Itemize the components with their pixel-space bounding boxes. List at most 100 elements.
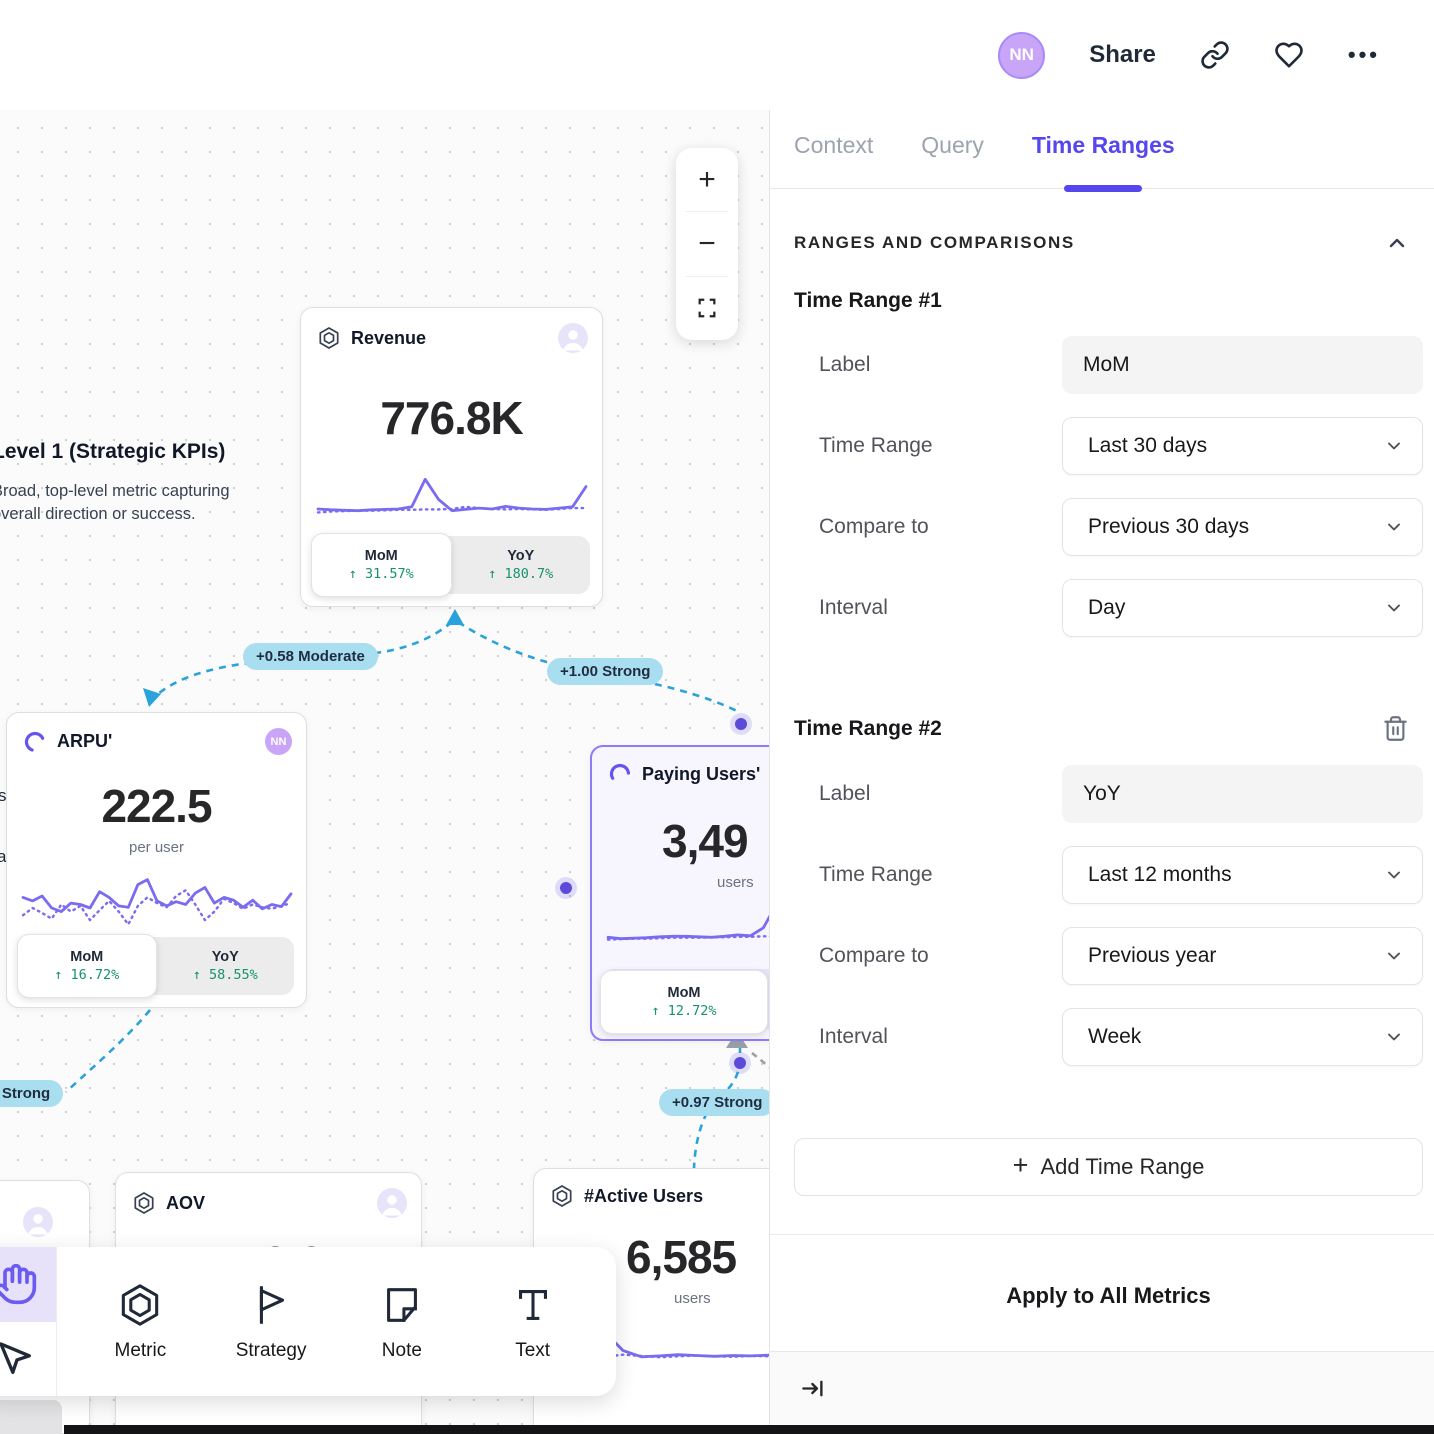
owner-avatar-nn: NN (265, 728, 292, 755)
field-label: Interval (819, 1025, 888, 1048)
time-range-toggle-yoy[interactable]: YoY ↑ 180.7% (488, 548, 554, 582)
tab-query[interactable]: Query (921, 132, 984, 158)
sparkline-chart (316, 477, 587, 514)
select-tool-button[interactable] (0, 1322, 56, 1397)
time-range-select[interactable]: Last 30 days (1062, 417, 1423, 475)
card-title: Paying Users' (642, 763, 761, 784)
settings-panel: Context Query Time Ranges RANGES AND COM… (769, 110, 1434, 1434)
collapse-panel-icon[interactable] (800, 1375, 827, 1402)
apply-to-all-metrics-button[interactable]: Apply to All Metrics (1006, 1283, 1211, 1308)
field-label: Time Range (819, 434, 933, 457)
chevron-down-icon (1388, 523, 1400, 531)
link-icon[interactable] (1200, 40, 1230, 70)
chevron-down-icon (1388, 442, 1400, 450)
field-label: Compare to (819, 515, 929, 538)
level-line1: Broad, top-level metric capturing (0, 482, 230, 500)
level-annotation: Level 1 (Strategic KPIs) Broad, top-leve… (0, 440, 262, 527)
connection-handle[interactable] (729, 1052, 751, 1074)
hand-icon (0, 1264, 37, 1305)
zoom-controls: + − (676, 148, 738, 340)
zoom-in-button[interactable]: + (698, 162, 716, 196)
correlation-badge[interactable]: +1.00 Strong (547, 658, 664, 685)
window-edge-strip (64, 1425, 1434, 1434)
metric-hexagon-icon (134, 1192, 154, 1214)
field-label: Compare to (819, 944, 929, 967)
compare-to-select[interactable]: Previous 30 days (1062, 498, 1423, 556)
loading-spinner-icon (24, 731, 46, 752)
delta-value: ↑ 180.7% (488, 566, 554, 582)
app-header: NN Share ••• (0, 0, 1434, 110)
correlation-badge[interactable]: +0.97 Strong (659, 1089, 769, 1116)
favorite-heart-icon[interactable] (1274, 40, 1304, 70)
share-button[interactable]: Share (1089, 41, 1156, 68)
metric-unit: users (674, 1290, 711, 1307)
arrowhead-into-revenue (446, 609, 464, 625)
hand-tool-button[interactable] (0, 1247, 56, 1322)
fit-view-button[interactable] (676, 277, 738, 340)
compare-to-select[interactable]: Previous year (1062, 927, 1423, 985)
clipped-text-fragment: a (0, 847, 7, 866)
metric-value: 222.5 (101, 780, 212, 832)
clipped-text-fragment: s (0, 786, 7, 805)
collapse-section-icon[interactable] (1385, 231, 1409, 255)
zoom-out-button[interactable]: − (698, 226, 716, 260)
arrowhead-into-arpu (143, 688, 161, 707)
connection-handle[interactable] (730, 713, 752, 735)
edge-left-arpu (65, 1009, 151, 1093)
delta-value: ↑ 12.72% (651, 1003, 717, 1019)
metric-card-revenue[interactable]: Revenue 776.8K MoM ↑ 31.57% YoY ↑ 180.7% (300, 307, 603, 607)
metric-unit: per user (128, 839, 185, 856)
level-line2: overall direction or success. (0, 505, 196, 524)
correlation-badge[interactable]: 66 Strong (0, 1080, 64, 1107)
more-options-icon[interactable]: ••• (1347, 42, 1380, 67)
tab-time-ranges[interactable]: Time Ranges (1032, 132, 1175, 188)
metric-tree-canvas[interactable]: Level 1 (Strategic KPIs) Broad, top-leve… (0, 110, 769, 1434)
delta-value: ↑ 16.72% (54, 967, 120, 983)
chevron-down-icon (1388, 871, 1400, 879)
text-icon (518, 1289, 547, 1320)
metric-value: 3,49 (662, 815, 749, 867)
loading-spinner-icon (609, 763, 631, 785)
time-range-toggle-mom[interactable]: MoM ↑ 16.72% (17, 934, 157, 998)
label-input[interactable]: YoY (1062, 765, 1423, 823)
sparkline-chart (606, 914, 769, 941)
note-icon (386, 1287, 417, 1322)
metric-card-arpu[interactable]: ARPU' NN 222.5 per user MoM ↑ 16.72% YoY… (6, 712, 307, 1008)
chevron-down-icon (1388, 952, 1400, 960)
text-tool-button[interactable]: Text (478, 1282, 588, 1362)
time-range-toggle-yoy[interactable]: YoY ↑ 58.55% (192, 949, 258, 983)
mini-tab[interactable] (0, 1400, 62, 1434)
chevron-down-icon (1388, 604, 1400, 612)
sparkline-chart (21, 878, 292, 926)
plus-icon: + (1012, 1150, 1029, 1180)
correlation-badge[interactable]: +0.58 Moderate (243, 643, 378, 670)
time-range-select[interactable]: Last 12 months (1062, 846, 1423, 904)
field-label: Interval (819, 596, 888, 619)
label-input[interactable]: MoM (1062, 336, 1423, 394)
chevron-down-icon (1388, 1033, 1400, 1041)
field-label: Label (819, 782, 871, 805)
connection-handle[interactable] (555, 877, 577, 899)
delta-value: ↑ 58.55% (192, 967, 258, 983)
metric-hexagon-icon (122, 1283, 159, 1326)
user-avatar[interactable]: NN (998, 31, 1046, 79)
note-tool-button[interactable]: Note (347, 1282, 457, 1362)
card-title: AOV (166, 1192, 206, 1213)
time-range-toggle-mom[interactable]: MoM ↑ 31.57% (311, 533, 452, 597)
delete-time-range-icon[interactable] (1382, 715, 1409, 742)
interval-select[interactable]: Day (1062, 579, 1423, 637)
add-time-range-button[interactable]: + Add Time Range (794, 1138, 1423, 1196)
interval-select[interactable]: Week (1062, 1008, 1423, 1066)
field-label: Time Range (819, 863, 933, 886)
strategy-tool-button[interactable]: Strategy (216, 1282, 326, 1362)
tab-context[interactable]: Context (794, 132, 874, 158)
time-range-1-title: Time Range #1 (794, 289, 942, 312)
metric-tool-button[interactable]: Metric (85, 1282, 195, 1362)
owner-avatar-icon (23, 1207, 53, 1237)
time-range-toggle-mom[interactable]: MoM ↑ 12.72% (600, 970, 768, 1034)
metric-card-paying-users[interactable]: Paying Users' 3,49 users MoM ↑ 12.72% (590, 745, 769, 1041)
owner-avatar-icon (558, 323, 588, 353)
level-title: Level 1 (Strategic KPIs) (0, 440, 226, 463)
metric-value: 6,585 (626, 1231, 737, 1283)
canvas-toolbar: Metric Strategy Note Text (0, 1247, 616, 1396)
